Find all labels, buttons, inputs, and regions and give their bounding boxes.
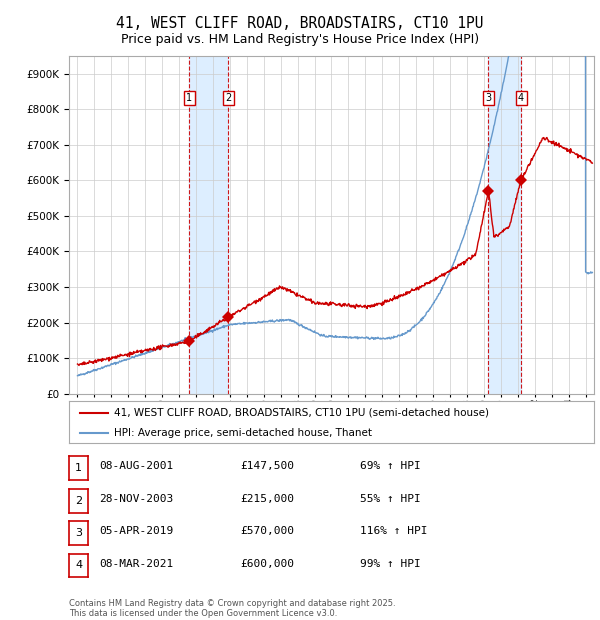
Text: HPI: Average price, semi-detached house, Thanet: HPI: Average price, semi-detached house,… (113, 428, 371, 438)
Text: 4: 4 (518, 93, 524, 103)
Text: 08-MAR-2021: 08-MAR-2021 (99, 559, 173, 569)
Bar (189, 56, 228, 394)
Text: £215,000: £215,000 (240, 494, 294, 504)
Text: 116% ↑ HPI: 116% ↑ HPI (360, 526, 427, 536)
Text: 2: 2 (75, 496, 82, 506)
Text: 1: 1 (186, 93, 193, 103)
Text: 41, WEST CLIFF ROAD, BROADSTAIRS, CT10 1PU (semi-detached house): 41, WEST CLIFF ROAD, BROADSTAIRS, CT10 1… (113, 408, 488, 418)
Text: 2: 2 (225, 93, 232, 103)
Text: Price paid vs. HM Land Registry's House Price Index (HPI): Price paid vs. HM Land Registry's House … (121, 33, 479, 46)
Text: 41, WEST CLIFF ROAD, BROADSTAIRS, CT10 1PU: 41, WEST CLIFF ROAD, BROADSTAIRS, CT10 1… (116, 16, 484, 30)
Text: 3: 3 (485, 93, 491, 103)
Text: 99% ↑ HPI: 99% ↑ HPI (360, 559, 421, 569)
Text: Contains HM Land Registry data © Crown copyright and database right 2025.
This d: Contains HM Land Registry data © Crown c… (69, 599, 395, 618)
Text: 4: 4 (75, 560, 82, 570)
Text: £147,500: £147,500 (240, 461, 294, 471)
Bar (488, 56, 521, 394)
Text: 55% ↑ HPI: 55% ↑ HPI (360, 494, 421, 504)
Text: 05-APR-2019: 05-APR-2019 (99, 526, 173, 536)
Text: 28-NOV-2003: 28-NOV-2003 (99, 494, 173, 504)
Text: £570,000: £570,000 (240, 526, 294, 536)
Text: 69% ↑ HPI: 69% ↑ HPI (360, 461, 421, 471)
Text: 3: 3 (75, 528, 82, 538)
Text: 1: 1 (75, 463, 82, 473)
Text: £600,000: £600,000 (240, 559, 294, 569)
Text: 08-AUG-2001: 08-AUG-2001 (99, 461, 173, 471)
